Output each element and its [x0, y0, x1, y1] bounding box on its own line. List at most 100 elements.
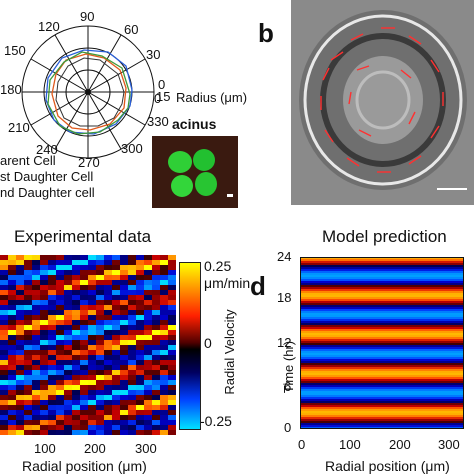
heatmap-cell [0, 300, 9, 306]
radius-axis-label: Radius (μm) [176, 90, 248, 105]
model-band [300, 275, 464, 278]
panel-c-xtick-300: 300 [135, 441, 157, 456]
heatmap-cell [16, 280, 25, 286]
panel-d-ytick-6: 6 [284, 379, 292, 394]
colorbar-tick-min: -0.25 [200, 413, 232, 429]
heatmap-cell [80, 335, 89, 341]
heatmap-cell [88, 310, 97, 316]
heatmap-cell [0, 420, 9, 426]
heatmap-cell [48, 410, 57, 416]
heatmap-cell [48, 340, 57, 346]
heatmap-cell [152, 260, 161, 266]
heatmap-cell [40, 305, 49, 311]
heatmap-cell [104, 380, 113, 386]
heatmap-cell [80, 385, 89, 391]
heatmap-cell [88, 430, 97, 435]
heatmap-cell [128, 285, 137, 291]
heatmap-cell [120, 385, 129, 391]
heatmap-cell [8, 420, 17, 426]
heatmap-cell [32, 330, 41, 336]
heatmap-cell [88, 290, 97, 296]
heatmap-cell [112, 375, 121, 381]
heatmap-cell [144, 360, 153, 366]
heatmap-cell [112, 385, 121, 391]
heatmap-cell [128, 415, 137, 421]
heatmap-cell [32, 400, 41, 406]
heatmap-cell [128, 305, 137, 311]
heatmap-cell [32, 370, 41, 376]
heatmap-cell [80, 365, 89, 371]
heatmap-cell [40, 410, 49, 416]
acinus-inset-image [152, 136, 238, 208]
heatmap-cell [128, 260, 137, 266]
heatmap-cell [40, 325, 49, 331]
model-heatmap [300, 257, 464, 429]
heatmap-cell [136, 390, 145, 396]
legend-item-first-daughter: st Daughter Cell [0, 169, 94, 184]
heatmap-cell [64, 405, 73, 411]
heatmap-cell [80, 395, 89, 401]
heatmap-cell [80, 370, 89, 376]
heatmap-cell [144, 295, 153, 301]
heatmap-cell [152, 430, 161, 435]
heatmap-cell [8, 255, 17, 261]
heatmap-cell [120, 320, 129, 326]
heatmap-cell [8, 315, 17, 321]
heatmap-cell [136, 270, 145, 276]
heatmap-cell [112, 420, 121, 426]
radius-tick-15-visible: 15 [156, 89, 171, 104]
heatmap-cell [152, 395, 161, 401]
heatmap-cell [120, 360, 129, 366]
heatmap-cell [0, 290, 9, 296]
heatmap-cell [24, 255, 33, 261]
angle-label-180: 180 [0, 82, 22, 97]
heatmap-cell [24, 310, 33, 316]
model-band [300, 301, 464, 304]
heatmap-cell [96, 420, 105, 426]
heatmap-cell [112, 345, 121, 351]
model-band [300, 339, 464, 342]
model-band [300, 359, 464, 362]
heatmap-cell [128, 340, 137, 346]
heatmap-cell [32, 420, 41, 426]
heatmap-cell [48, 260, 57, 266]
heatmap-cell [56, 400, 65, 406]
model-band [300, 335, 464, 338]
experimental-heatmap [0, 255, 176, 435]
panel-d-title: Model prediction [322, 227, 447, 246]
heatmap-cell [128, 325, 137, 331]
heatmap-cell [104, 255, 113, 261]
heatmap-cell [88, 265, 97, 271]
heatmap-cell [40, 320, 49, 326]
heatmap-cell [64, 265, 73, 271]
model-band [300, 361, 464, 364]
model-band [300, 363, 464, 366]
series-parent-cell [51, 53, 127, 131]
heatmap-cell [0, 330, 9, 336]
heatmap-cell [96, 390, 105, 396]
heatmap-cell [72, 380, 81, 386]
heatmap-cell [72, 335, 81, 341]
heatmap-cell [8, 430, 17, 435]
heatmap-cell [64, 305, 73, 311]
heatmap-cell [32, 380, 41, 386]
heatmap-cell [16, 370, 25, 376]
heatmap-cell [104, 430, 113, 435]
panel-d-xtick-300: 300 [438, 437, 460, 452]
heatmap-cell [136, 370, 145, 376]
heatmap-cell [32, 310, 41, 316]
heatmap-cell [112, 300, 121, 306]
heatmap-cell [56, 310, 65, 316]
heatmap-cell [64, 395, 73, 401]
heatmap-cell [168, 380, 176, 386]
heatmap-cell [152, 375, 161, 381]
heatmap-cell [104, 270, 113, 276]
heatmap-cell [152, 380, 161, 386]
heatmap-cell [136, 430, 145, 435]
heatmap-cell [8, 355, 17, 361]
heatmap-cell [160, 385, 169, 391]
heatmap-cell [56, 380, 65, 386]
heatmap-cell [104, 375, 113, 381]
heatmap-cell [136, 335, 145, 341]
heatmap-cell [136, 265, 145, 271]
